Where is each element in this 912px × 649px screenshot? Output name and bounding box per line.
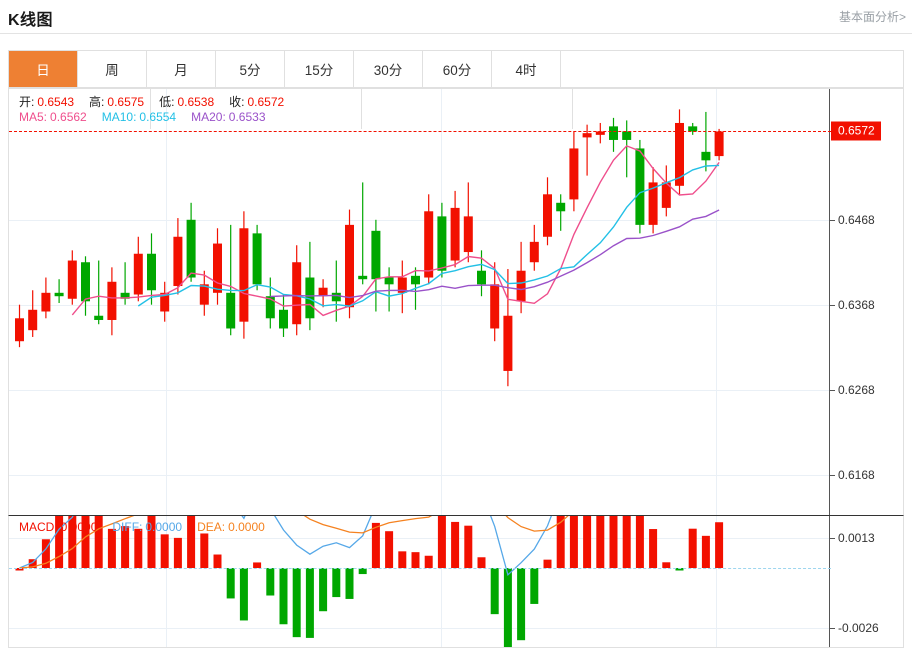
high-label: 高: [89, 95, 105, 109]
tab-label: 60分 [442, 63, 472, 78]
tab-3[interactable]: 5分 [216, 51, 285, 87]
tab-label: 日 [36, 63, 50, 78]
diff-value: 0.0000 [145, 520, 183, 534]
period-tabbar: 日 周 月 5分 15分 30分 60分 4时 [8, 50, 904, 88]
macd-diff-line [19, 516, 552, 576]
tab-4[interactable]: 15分 [285, 51, 354, 87]
price-hgridline-2 [9, 389, 831, 391]
legend-divider-2 [361, 89, 362, 129]
macd-tick-label-1: -0.0026 [838, 621, 879, 635]
low-value: 0.6538 [177, 95, 215, 109]
tab-label: 15分 [304, 63, 334, 78]
price-vgridline-1 [441, 89, 442, 515]
price-tick-label-0: 0.6468 [838, 212, 875, 227]
tab-label: 周 [105, 63, 119, 78]
dea-value: 0.0000 [228, 520, 265, 534]
macd-dea-line [19, 516, 569, 569]
macd-zero-line [9, 568, 831, 569]
macd-axis: 0.0013 -0.0026 [829, 516, 903, 647]
tab-label: 月 [174, 63, 188, 78]
close-label: 收: [229, 95, 245, 109]
tab-label: 30分 [373, 63, 403, 78]
ma10-label: MA10: [101, 110, 137, 124]
tab-7[interactable]: 4时 [492, 51, 561, 87]
price-tick-mark-0 [830, 219, 835, 221]
price-tick-label-1: 0.6368 [838, 297, 875, 312]
current-price-line [9, 131, 831, 133]
macd-value: 0.0000 [60, 520, 98, 534]
low-label: 低: [159, 95, 175, 109]
dea-label: DEA: [197, 520, 226, 534]
tab-5[interactable]: 30分 [354, 51, 423, 87]
ma10-value: 0.6554 [139, 110, 177, 124]
macd-hgridline-1 [9, 628, 831, 629]
candlestick-series [15, 109, 724, 387]
current-price-badge: 0.6572 [831, 121, 881, 141]
ma20-label: MA20: [191, 110, 226, 124]
macd-hgridline-0 [9, 538, 831, 539]
page-title: K线图 [8, 12, 54, 29]
macd-series [15, 516, 724, 647]
fundamental-analysis-link[interactable]: 基本面分析> [838, 10, 906, 24]
open-label: 开: [19, 95, 35, 109]
price-vgridline-2 [716, 89, 717, 515]
price-plot[interactable] [9, 89, 831, 515]
price-tick-mark-3 [830, 474, 835, 476]
price-tick-label-3: 0.6168 [838, 467, 875, 482]
macd-panel: MACD: 0.0000 DIFF: 0.0000 DEA: 0.0000 0.0013-… [8, 515, 904, 648]
macd-legend: MACD: 0.0000 DIFF: 0.0000 DEA: 0.0000 [19, 520, 268, 534]
ma-legend: MA5: 0.6562 MA10: 0.6554 MA20: 0.6533 [19, 110, 269, 124]
page-header: K线图 基本面分析> [0, 0, 912, 34]
tab-label: 5分 [239, 63, 261, 78]
open-value: 0.6543 [37, 95, 75, 109]
macd-tick-mark-0 [830, 538, 835, 539]
macd-label: MACD: [19, 520, 58, 534]
tab-0[interactable]: 日 [9, 51, 78, 87]
ma5-line [71, 145, 720, 317]
ohlc-legend: 开: 0.6543 高: 0.6575 低: 0.6538 收: 0.6572 [19, 93, 287, 110]
price-hgridline-3 [9, 474, 831, 476]
macd-tick-label-0: 0.0013 [838, 531, 875, 545]
high-value: 0.6575 [107, 95, 145, 109]
tab-label: 4时 [515, 63, 537, 78]
price-panel: 开: 0.6543 高: 0.6575 低: 0.6538 收: 0.6572 MA5: 0.6… [8, 88, 904, 516]
chart-area: 开: 0.6543 高: 0.6575 低: 0.6538 收: 0.6572 MA5: 0.6… [8, 88, 904, 648]
macd-vgridline-2 [716, 516, 717, 647]
price-hgridline-1 [9, 304, 831, 306]
legend-divider-1 [150, 89, 151, 129]
macd-plot[interactable] [9, 516, 831, 647]
ma20-line [270, 209, 720, 299]
ma10-line [137, 164, 720, 307]
tabbar-filler [561, 51, 904, 87]
close-value: 0.6572 [247, 95, 285, 109]
ma5-value: 0.6562 [50, 110, 87, 124]
legend-divider-3 [572, 89, 573, 129]
price-tick-label-2: 0.6268 [838, 382, 875, 397]
tab-1[interactable]: 周 [78, 51, 147, 87]
ma5-label: MA5: [19, 110, 48, 124]
price-tick-mark-1 [830, 304, 835, 306]
tab-2[interactable]: 月 [147, 51, 216, 87]
tab-6[interactable]: 60分 [423, 51, 492, 87]
macd-vgridline-0 [166, 516, 167, 647]
price-tick-mark-2 [830, 389, 835, 391]
price-hgridline-0 [9, 219, 831, 221]
diff-label: DIFF: [112, 520, 143, 534]
macd-vgridline-1 [441, 516, 442, 647]
price-axis: 0.6468 0.6368 0.6268 0.6168 0.6572 [829, 89, 903, 515]
macd-tick-mark-1 [830, 628, 835, 629]
ma20-value: 0.6533 [228, 110, 266, 124]
